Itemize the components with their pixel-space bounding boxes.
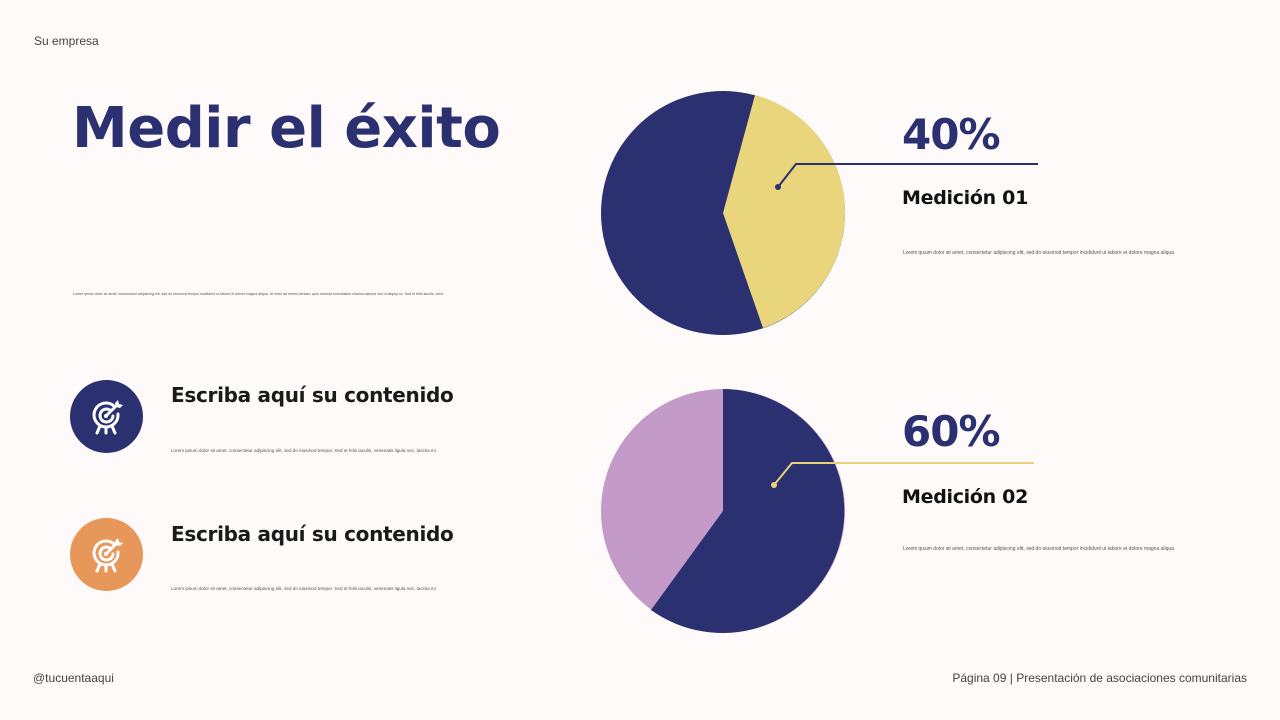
target-icon-badge-2 — [70, 518, 143, 591]
pie-slice-60 — [651, 389, 845, 633]
target-icon — [92, 399, 123, 434]
target-icon — [92, 537, 123, 572]
page-info: Página 09 | Presentación de asociaciones… — [952, 671, 1247, 685]
measurement-text-1: Lorem ipsum dolor sit amet, consectetur … — [903, 250, 1174, 256]
page-title: Medir el éxito — [72, 96, 501, 161]
company-name: Su empresa — [34, 34, 99, 48]
measurement-label-2: Medición 02 — [902, 486, 1029, 508]
pie-slice-40 — [723, 95, 846, 328]
feature-title-2: Escriba aquí su contenido — [171, 522, 454, 546]
intro-paragraph: Lorem ipsum dolor sit amet, consectetur … — [73, 292, 443, 296]
feature-text-1: Lorem ipsum dolor sit amet, consectetur … — [171, 448, 436, 453]
feature-text-2: Lorem ipsum dolor sit amet, consectetur … — [171, 586, 436, 591]
measurement-percent-1: 40% — [902, 110, 1001, 159]
measurement-label-1: Medición 01 — [902, 187, 1029, 209]
measurement-percent-2: 60% — [902, 407, 1001, 456]
social-handle: @tucuentaaqui — [33, 671, 114, 685]
pie-chart-medicion-02 — [601, 389, 845, 633]
measurement-text-2: Lorem ipsum dolor sit amet, consectetur … — [903, 546, 1174, 552]
target-icon-badge-1 — [70, 380, 143, 453]
feature-title-1: Escriba aquí su contenido — [171, 383, 454, 407]
pie-chart-medicion-01 — [601, 91, 846, 335]
